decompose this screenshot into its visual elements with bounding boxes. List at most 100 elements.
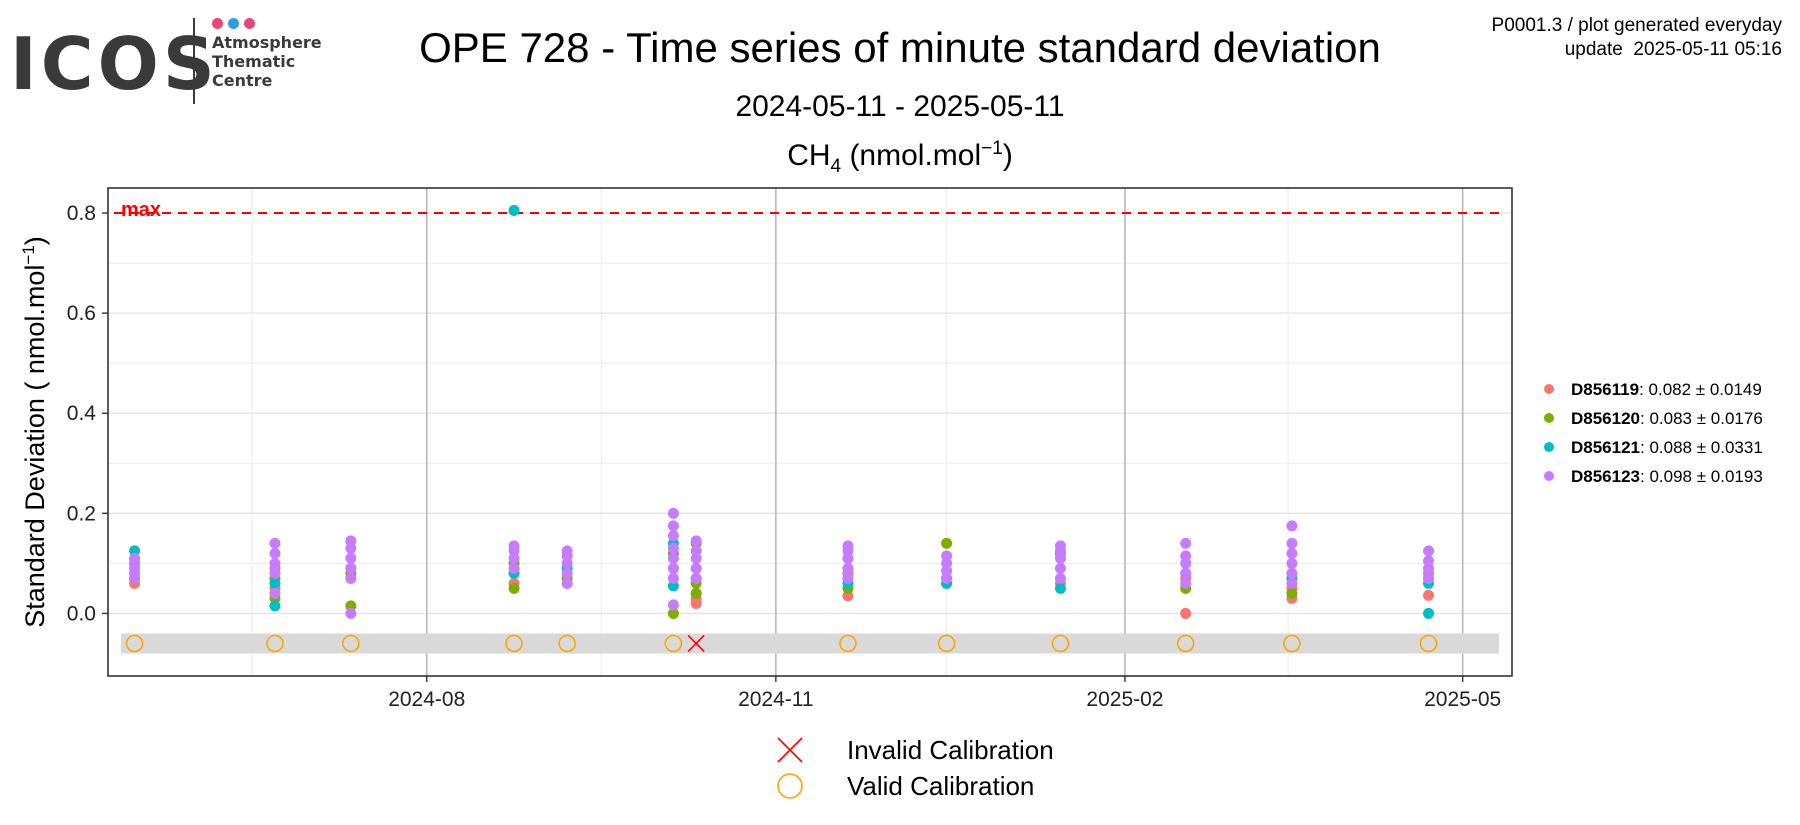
x-tick-label: 2025-05	[1424, 688, 1501, 711]
data-point	[842, 540, 854, 552]
valid-calibration-marker	[1283, 634, 1301, 653]
data-point	[1423, 607, 1435, 619]
y-tick-label: 0.4	[67, 402, 97, 425]
logo-dot	[228, 18, 239, 29]
plot-version: P0001.3 / plot generated everyday	[1491, 15, 1782, 36]
icos-logo: ICOS Atmosphere Thematic Centre	[10, 12, 340, 107]
data-point	[667, 562, 679, 574]
plot-background	[108, 188, 1512, 676]
y-axis-title-exponent: −1	[19, 245, 38, 264]
data-point	[667, 507, 679, 519]
data-point	[667, 542, 679, 554]
data-point	[269, 547, 281, 559]
legend-entry: D856123: 0.098 ± 0.0193	[1571, 467, 1763, 486]
logo-dot	[212, 18, 223, 29]
data-point	[269, 537, 281, 549]
legend-entry: D856121: 0.088 ± 0.0331	[1571, 438, 1763, 457]
data-point	[667, 599, 679, 611]
y-axis-title-close: )	[20, 236, 50, 245]
y-tick-label: 0.0	[67, 602, 96, 625]
data-point	[690, 545, 702, 557]
data-point	[1054, 540, 1066, 552]
calibration-legend-label: Valid Calibration	[847, 771, 1034, 801]
valid-calibration-marker	[558, 634, 576, 653]
logo-wordmark: ICOS	[10, 22, 219, 106]
logo-dot	[244, 18, 255, 29]
data-point	[690, 562, 702, 574]
data-point	[1180, 577, 1192, 589]
data-point	[345, 607, 357, 619]
invalid-calibration-marker	[687, 634, 705, 653]
data-point	[508, 582, 520, 594]
legend-invalid-icon	[777, 737, 803, 763]
valid-calibration-marker	[1419, 634, 1438, 653]
data-point	[690, 587, 702, 599]
logo-subtitle: Atmosphere Thematic Centre	[212, 33, 322, 90]
gas-title: CH4 (nmol.mol−1)	[0, 138, 1800, 178]
x-tick-label: 2025-02	[1086, 688, 1163, 711]
x-tick-label: 2024-08	[388, 688, 465, 711]
logo-dots	[212, 16, 260, 34]
data-point	[1286, 567, 1298, 579]
data-point	[269, 577, 281, 589]
data-point	[1286, 547, 1298, 559]
data-point	[269, 567, 281, 579]
gas-unit-exponent: −1	[981, 138, 1003, 159]
legend-series-stats: : 0.088 ± 0.0331	[1640, 438, 1763, 457]
data-point	[842, 562, 854, 574]
gas-unit: (nmol.mol	[841, 139, 982, 172]
valid-calibration-marker	[505, 634, 523, 653]
legend-series-name: D856121	[1571, 438, 1640, 457]
data-point	[508, 562, 520, 574]
x-tick-label: 2024-11	[738, 688, 814, 711]
legend-marker	[1544, 442, 1554, 452]
plot-border	[107, 187, 1513, 677]
valid-calibration-marker	[937, 634, 956, 653]
legend-marker	[1544, 413, 1554, 423]
max-threshold-label: max	[121, 199, 161, 221]
y-tick-label: 0.6	[67, 302, 96, 325]
data-point	[1180, 567, 1192, 579]
y-axis-title-text: Standard Deviation ( nmol.mol	[20, 265, 50, 628]
data-point	[941, 550, 953, 562]
legend-series-name: D856123	[1571, 467, 1640, 486]
data-point	[508, 205, 520, 217]
data-point	[842, 572, 854, 584]
calibration-legend-label: Invalid Calibration	[847, 735, 1054, 765]
data-point	[561, 567, 573, 579]
valid-calibration-marker	[839, 634, 857, 653]
data-point	[1286, 577, 1298, 589]
data-point	[1180, 550, 1192, 562]
data-point	[1423, 545, 1435, 557]
date-range: 2024-05-11 - 2025-05-11	[735, 90, 1065, 123]
data-point	[1054, 572, 1066, 584]
data-point	[269, 557, 281, 569]
data-point	[561, 577, 573, 589]
update-time: update 2025-05-11 05:16	[1564, 39, 1782, 60]
data-point	[345, 552, 357, 564]
data-point	[690, 535, 702, 547]
legend-valid-icon	[777, 773, 803, 799]
data-point	[667, 552, 679, 564]
data-point	[1054, 562, 1066, 574]
legend-entry: D856119: 0.082 ± 0.0149	[1571, 380, 1762, 399]
legend-series-name: D856119	[1571, 380, 1639, 399]
legend-series-stats: : 0.098 ± 0.0193	[1640, 467, 1763, 486]
data-point	[345, 562, 357, 574]
valid-calibration-marker	[342, 634, 360, 653]
data-point	[667, 530, 679, 542]
data-point	[1180, 537, 1192, 549]
logo-divider	[193, 18, 195, 104]
data-point	[561, 545, 573, 557]
data-point	[345, 572, 357, 584]
valid-calibration-marker	[664, 634, 683, 653]
valid-calibration-marker	[1176, 634, 1195, 653]
data-point	[129, 552, 141, 564]
valid-calibration-marker	[266, 634, 284, 653]
gas-name: CH	[787, 139, 831, 172]
data-point	[269, 600, 281, 612]
data-point	[1286, 587, 1298, 599]
data-point	[667, 572, 679, 584]
legend-marker	[1544, 471, 1554, 481]
